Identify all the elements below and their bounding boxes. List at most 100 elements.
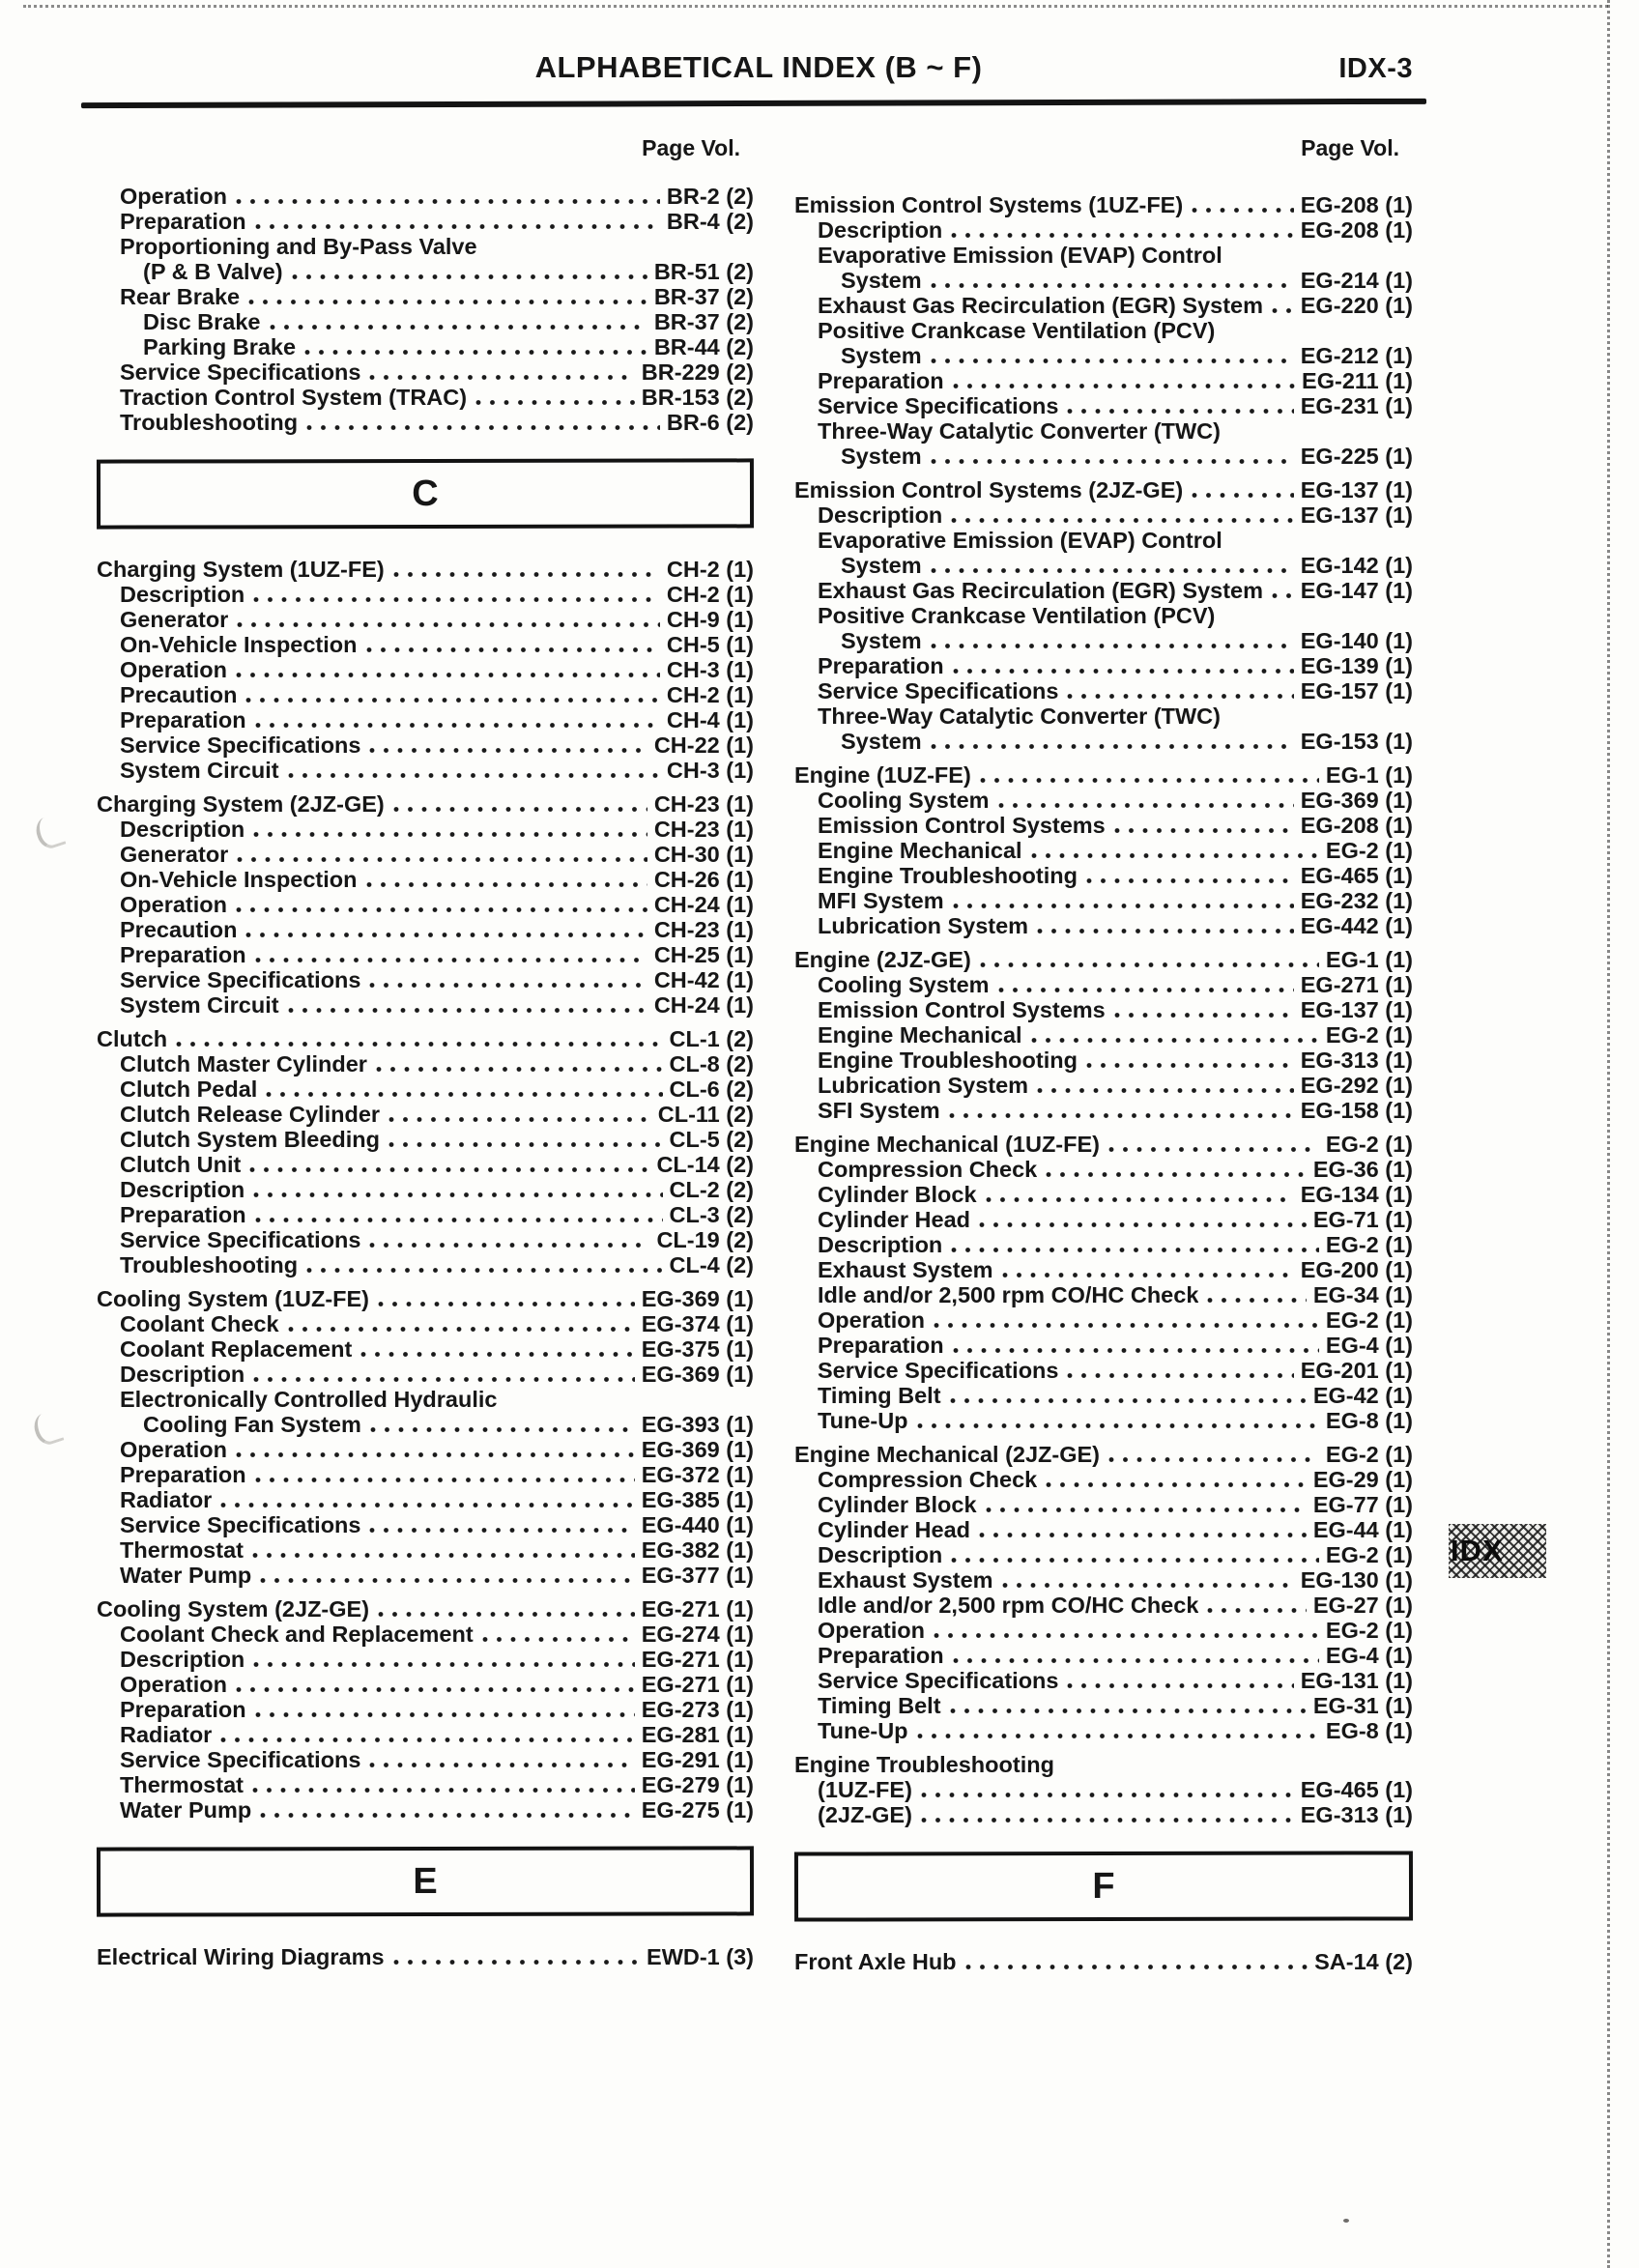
index-entry: Three-Way Catalytic Converter (TWC)	[794, 703, 1413, 729]
entry-page-ref: CH-4 (1)	[666, 707, 754, 732]
index-entry: System EG-214 (1)	[794, 268, 1413, 293]
index-entry: Lubrication System EG-442 (1)	[794, 913, 1413, 938]
index-entry: Operation EG-271 (1)	[97, 1672, 754, 1697]
page-title: ALPHABETICAL INDEX (B ~ F)	[534, 50, 983, 84]
section-letter-box: C	[96, 458, 755, 530]
dot-leader	[369, 747, 647, 754]
entry-label: Operation	[120, 1437, 227, 1462]
index-entry: Clutch Pedal CL-6 (2)	[97, 1077, 754, 1102]
entry-label: Traction Control System (TRAC)	[120, 385, 468, 410]
entry-page-ref: EG-44 (1)	[1312, 1517, 1413, 1542]
index-entry: Timing Belt EG-42 (1)	[794, 1383, 1413, 1408]
index-entry: SFI System EG-158 (1)	[794, 1098, 1413, 1123]
dot-leader	[930, 743, 1294, 750]
index-entry: Idle and/or 2,500 rpm CO/HC Check EG-34 (…	[794, 1282, 1413, 1307]
entry-page-ref: EG-375 (1)	[641, 1336, 754, 1362]
entry-page-ref: BR-51 (2)	[653, 259, 754, 284]
dot-leader	[952, 668, 1294, 675]
entry-page-ref: EG-382 (1)	[641, 1537, 754, 1563]
index-entry: Cooling System EG-271 (1)	[794, 972, 1413, 997]
entry-page-ref: EG-71 (1)	[1312, 1207, 1413, 1232]
dot-leader	[930, 358, 1294, 364]
entry-page-ref: EG-2 (1)	[1325, 1618, 1413, 1643]
entry-label: Coolant Replacement	[120, 1336, 353, 1362]
index-entry: (P & B Valve) BR-51 (2)	[97, 259, 754, 284]
index-entry: Front Axle Hub SA-14 (2)	[794, 1949, 1413, 1974]
index-entry: Engine Troubleshooting EG-465 (1)	[794, 863, 1413, 888]
entry-page-ref: EG-8 (1)	[1325, 1718, 1413, 1743]
index-entry: Compression Check EG-36 (1)	[794, 1157, 1413, 1182]
dot-leader	[952, 903, 1294, 909]
index-entry: Precaution CH-23 (1)	[97, 917, 754, 942]
entry-page-ref: CH-24 (1)	[653, 892, 754, 917]
dot-leader	[916, 1422, 1319, 1429]
entry-page-ref: EG-201 (1)	[1300, 1358, 1413, 1383]
entry-label: Clutch Unit	[120, 1152, 242, 1177]
entry-label: SFI System	[818, 1098, 940, 1123]
entry-label: Preparation	[120, 209, 246, 234]
dot-leader	[916, 1733, 1319, 1739]
entry-page-ref: EG-208 (1)	[1300, 192, 1413, 217]
entry-page-ref: EG-374 (1)	[641, 1311, 754, 1336]
entry-label: Evaporative Emission (EVAP) Control	[818, 243, 1222, 268]
dot-leader	[254, 223, 660, 230]
entry-page-ref: EG-4 (1)	[1325, 1643, 1413, 1668]
page-vol-header: Page Vol.	[642, 135, 740, 160]
dot-leader	[235, 672, 660, 678]
entry-label: Proportioning and By-Pass Valve	[120, 234, 477, 259]
index-entry: (2JZ-GE) EG-313 (1)	[794, 1802, 1413, 1827]
index-entry: Service Specifications EG-291 (1)	[97, 1747, 754, 1772]
index-entry: Service Specifications CH-42 (1)	[97, 967, 754, 992]
dot-leader	[952, 383, 1296, 389]
entry-page-ref: EG-208 (1)	[1300, 217, 1413, 243]
entry-label: Coolant Check and Replacement	[120, 1622, 474, 1647]
entry-label: Service Specifications	[120, 1227, 361, 1252]
index-entry: (1UZ-FE) EG-465 (1)	[794, 1777, 1413, 1802]
index-entry: Charging System (2JZ-GE) CH-23 (1)	[97, 791, 754, 817]
index-column-left: Page Vol. Operation BR-2 (2) Preparation BR…	[96, 135, 755, 1969]
dot-leader	[1037, 928, 1294, 934]
index-entry: Service Specifications CH-22 (1)	[97, 732, 754, 758]
entry-page-ref: EG-31 (1)	[1312, 1693, 1413, 1718]
dot-leader	[369, 1426, 635, 1433]
dot-leader	[1207, 1607, 1307, 1614]
index-entry: Service Specifications BR-229 (2)	[97, 359, 754, 385]
entry-label: Description	[120, 1177, 245, 1202]
entry-page-ref: EG-369 (1)	[641, 1286, 754, 1311]
index-entry: Rear Brake BR-37 (2)	[97, 284, 754, 309]
dot-leader	[952, 1657, 1319, 1664]
entry-label: (1UZ-FE)	[818, 1777, 912, 1802]
dot-leader	[1067, 408, 1294, 415]
entry-page-ref: EG-440 (1)	[641, 1512, 754, 1537]
index-entry: Description EG-369 (1)	[97, 1362, 754, 1387]
header-rule	[80, 98, 1427, 109]
index-entry: Service Specifications EG-231 (1)	[794, 393, 1413, 418]
entry-label: Exhaust Gas Recirculation (EGR) System	[818, 578, 1264, 603]
dot-leader	[1037, 1087, 1294, 1094]
entry-page-ref: EG-271 (1)	[641, 1672, 754, 1697]
entry-label: MFI System	[818, 888, 944, 913]
entry-page-ref: SA-14 (2)	[1314, 1949, 1413, 1974]
entry-page-ref: EG-130 (1)	[1300, 1567, 1413, 1593]
entry-page-ref: BR-153 (2)	[641, 385, 754, 410]
entry-page-ref: EG-137 (1)	[1300, 477, 1413, 502]
entry-label: System	[841, 628, 922, 653]
index-entry: Description EG-208 (1)	[794, 217, 1413, 243]
index-entry: Positive Crankcase Ventilation (PCV)	[794, 318, 1413, 343]
entry-label: Cooling Fan System	[143, 1412, 361, 1437]
index-entry: Cooling Fan System EG-393 (1)	[97, 1412, 754, 1437]
entry-label: Precaution	[120, 682, 238, 707]
index-entry: Tune-Up EG-8 (1)	[794, 1718, 1413, 1743]
entry-label: Emission Control Systems (1UZ-FE)	[794, 192, 1184, 217]
entry-label: Cooling System	[818, 972, 990, 997]
dot-leader	[235, 906, 647, 913]
entry-page-ref: EG-1 (1)	[1325, 947, 1413, 972]
entry-label: Operation	[818, 1618, 925, 1643]
entry-page-ref: EG-36 (1)	[1312, 1157, 1413, 1182]
entry-label: System Circuit	[120, 758, 279, 783]
index-entry: Operation BR-2 (2)	[97, 184, 754, 209]
index-entry: Preparation EG-273 (1)	[97, 1697, 754, 1722]
entry-label: Troubleshooting	[120, 410, 299, 435]
index-entry: System EG-153 (1)	[794, 729, 1413, 754]
entry-page-ref: EG-211 (1)	[1302, 368, 1413, 393]
